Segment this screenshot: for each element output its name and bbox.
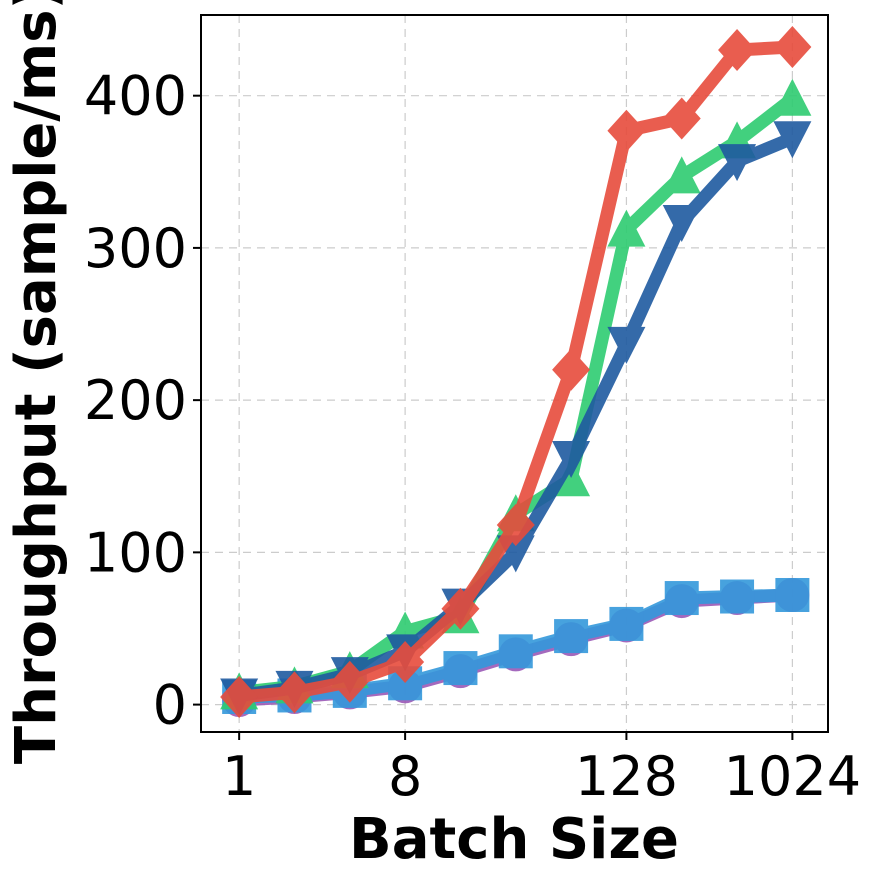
x-tick-label: 1 (222, 745, 256, 808)
series-light-blue-point (554, 619, 589, 654)
series-red-point (275, 671, 314, 714)
x-axis-label: Batch Size (349, 807, 679, 872)
series-light-blue-point (664, 581, 699, 616)
grid (201, 15, 828, 732)
series-red-point (718, 29, 757, 72)
y-tick-label: 100 (84, 521, 187, 584)
series-red-point (496, 503, 535, 546)
series-red-point (386, 640, 425, 683)
y-tick-label: 400 (84, 65, 187, 128)
series-light-blue-point (775, 577, 810, 612)
series-red-point (607, 109, 646, 152)
series-dark-blue-point (718, 144, 757, 182)
series-green-point (662, 156, 701, 194)
series-red-point (662, 97, 701, 140)
x-tick-label: 8 (388, 745, 422, 808)
series-red-point (441, 587, 480, 630)
series-red (220, 25, 812, 718)
series-green-point (773, 78, 812, 116)
y-tick-label: 200 (84, 369, 187, 432)
y-tick-label: 300 (84, 217, 187, 280)
series-red-point (552, 348, 591, 391)
series-green-point (607, 209, 646, 247)
series-red-point (220, 675, 259, 718)
series-dark-blue-point (773, 121, 812, 159)
x-tick-label: 128 (575, 745, 678, 808)
series-light-blue-point (443, 651, 478, 686)
series-dark-blue-point (552, 440, 591, 478)
axis-ticks: 1 8 128 1024 0 100 200 300 400 (84, 65, 861, 808)
series-light-blue-point (609, 606, 644, 641)
plot-frame (200, 14, 829, 733)
y-tick-label: 0 (153, 674, 187, 737)
series-dark-blue-line (232, 131, 799, 702)
y-axis-label: Throughput (sample/ms) (4, 0, 69, 764)
series-dark-blue (220, 121, 812, 716)
series-light-blue-point (498, 634, 533, 669)
series-red-point (773, 25, 812, 68)
series-layer (220, 25, 812, 718)
series-red-point (330, 660, 369, 703)
series-light-blue-point (720, 579, 755, 614)
series-dark-blue-point (607, 326, 646, 364)
series-dark-blue-point (662, 205, 701, 243)
x-tick-label: 1024 (724, 745, 861, 808)
